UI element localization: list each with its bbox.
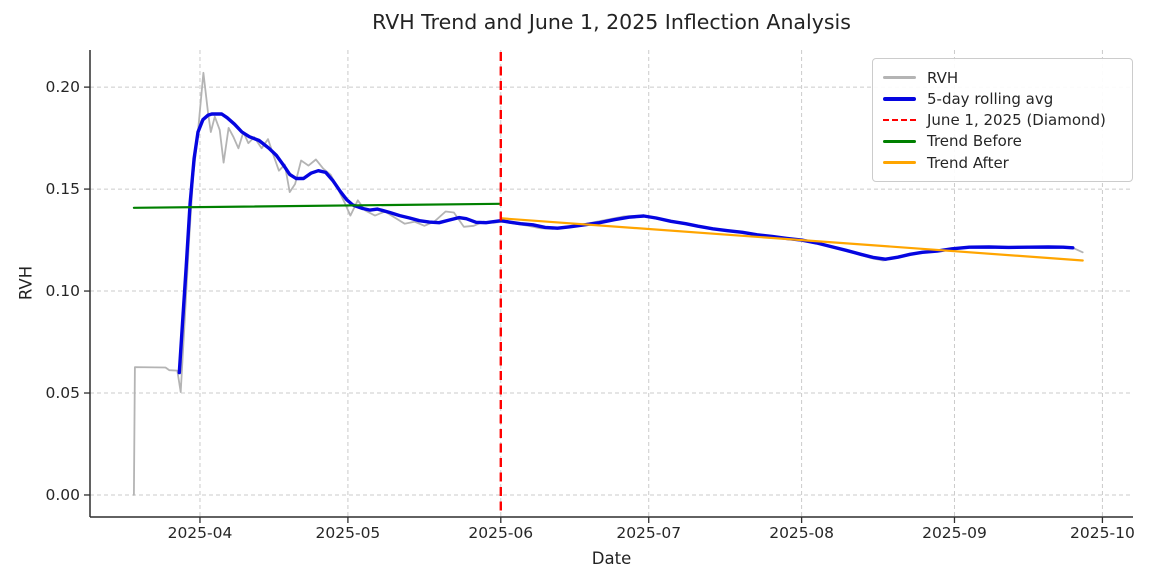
y-tick-label: 0.15 (45, 180, 80, 199)
trend-before-line-swatch (883, 139, 916, 143)
y-tick-label: 0.00 (45, 485, 80, 504)
series-line-trend-after (501, 217, 1084, 262)
x-tick-label: 2025-04 (167, 524, 233, 542)
x-tick-label: 2025-10 (1070, 524, 1135, 542)
legend-item-inflection: June 1, 2025 (Diamond) (883, 110, 1122, 131)
legend-label: 5-day rolling avg (927, 89, 1054, 108)
chart-title: RVH Trend and June 1, 2025 Inflection An… (372, 10, 851, 34)
series-line-5-day-rolling-avg (177, 112, 1075, 375)
x-tick-label: 2025-07 (616, 524, 682, 542)
x-tick-label: 2025-08 (769, 524, 834, 542)
legend-item-rolling-avg: 5-day rolling avg (883, 88, 1122, 109)
series-line-trend-before (132, 202, 501, 209)
x-tick-label: 2025-06 (468, 524, 534, 542)
legend-label: Trend After (927, 153, 1009, 172)
legend-item-trend-before: Trend Before (883, 131, 1122, 152)
x-tick-label: 2025-09 (922, 524, 987, 542)
legend-item-trend-after: Trend After (883, 152, 1122, 173)
x-axis-label: Date (591, 549, 632, 568)
y-tick-label: 0.05 (45, 384, 80, 402)
inflection-dashed-line-swatch (883, 119, 916, 121)
y-tick-label: 0.20 (45, 78, 80, 97)
legend-label: June 1, 2025 (Diamond) (927, 111, 1106, 129)
legend-label: Trend Before (927, 132, 1022, 151)
x-tick-label: 2025-05 (315, 524, 381, 542)
y-tick-label: 0.10 (45, 282, 80, 301)
rolling-avg-line-swatch (883, 96, 916, 101)
legend-label: RVH (927, 68, 959, 87)
trend-after-line-swatch (883, 161, 916, 164)
legend: RVH 5-day rolling avg June 1, 2025 (Diam… (872, 58, 1133, 182)
rvh-line-swatch (883, 76, 916, 79)
legend-item-rvh: RVH (883, 67, 1122, 88)
